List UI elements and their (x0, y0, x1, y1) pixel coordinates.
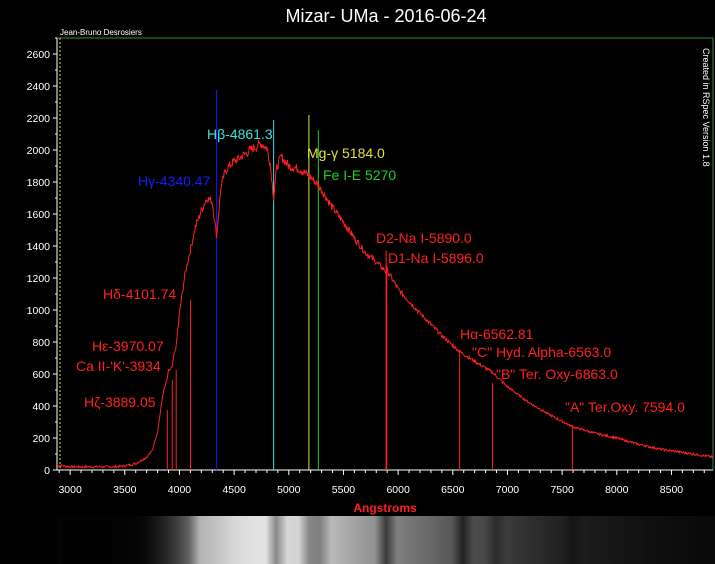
author-credit: Jean-Bruno Desrosiers (60, 28, 142, 37)
x-tick-label: 6000 (386, 484, 410, 496)
y-tick-label: 2000 (27, 145, 51, 157)
y-tick-label: 200 (32, 433, 50, 445)
annotation-label: Fe I-E 5270 (323, 167, 396, 183)
y-tick-label: 1000 (27, 305, 51, 317)
x-tick-label: 3000 (58, 484, 82, 496)
annotation-label: D1-Na I-5896.0 (388, 250, 484, 266)
chart-title: Mizar- UMa - 2016-06-24 (285, 6, 486, 26)
annotation-label: Hγ-4340.47 (138, 173, 211, 189)
y-tick-label: 800 (32, 337, 50, 349)
axes: 0 200 400 600 800 1000 1200 1400 1600 1800 2000 220… (27, 37, 713, 496)
annotation-label: "C" Hyd. Alpha-6563.0 (472, 344, 611, 360)
spectrum-line (56, 138, 714, 469)
y-tick-label: 0 (44, 465, 50, 477)
annotation-label: Mg-γ 5184.0 (307, 145, 385, 161)
x-tick-label: 8500 (660, 484, 684, 496)
annotation-label: Hε-3970.07 (92, 338, 164, 354)
annotation-label: Hα-6562.81 (460, 326, 534, 342)
x-axis-label: Angstroms (353, 501, 417, 515)
y-tick-label: 1800 (27, 177, 51, 189)
y-tick-label: 600 (32, 369, 50, 381)
y-tick-label: 400 (32, 401, 50, 413)
annotation-label: Hδ-4101.74 (103, 286, 176, 302)
x-tick-label: 3500 (113, 484, 137, 496)
y-tick-label: 2200 (27, 113, 51, 125)
x-tick-label: 4500 (222, 484, 246, 496)
y-tick-label: 1600 (27, 209, 51, 221)
x-tick-label: 7000 (496, 484, 520, 496)
y-tick-label: 2400 (27, 81, 51, 93)
x-tick-label: 7500 (550, 484, 574, 496)
software-credit: Created in RSpec Version 1.8 (701, 48, 711, 167)
annotation-label: Hζ-3889.05 (84, 394, 156, 410)
y-tick-label: 1200 (27, 273, 51, 285)
annotation-label: Hβ-4861.3 (207, 126, 273, 142)
x-tick-label: 4000 (168, 484, 192, 496)
annotation-label: "B" Ter. Oxy-6863.0 (496, 366, 618, 382)
annotation-label: D2-Na I-5890.0 (376, 230, 472, 246)
x-tick-label: 5000 (277, 484, 301, 496)
x-tick-label: 6500 (441, 484, 465, 496)
annotations: Hβ-4861.3 Mg-γ 5184.0 Hγ-4340.47 Fe I-E 527… (76, 126, 685, 415)
x-tick-label: 5500 (332, 484, 356, 496)
x-tick-label: 8000 (605, 484, 629, 496)
y-tick-label: 1400 (27, 241, 51, 253)
y-tick-label: 2600 (27, 49, 51, 61)
annotation-label: Ca II-'K'-3934 (76, 358, 161, 374)
spectrum-strip (57, 516, 715, 564)
annotation-label: "A" Ter.Oxy. 7594.0 (565, 399, 685, 415)
